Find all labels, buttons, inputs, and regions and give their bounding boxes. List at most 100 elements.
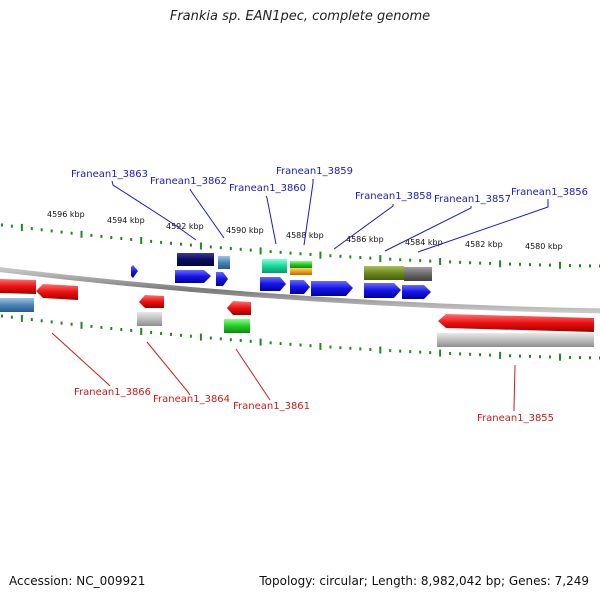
scale-label-4596: 4596 kbp: [47, 210, 85, 219]
scale-top-major-tick: [379, 255, 382, 263]
genome-backbone: [0, 267, 600, 314]
scale-bottom-minor-tick: [489, 353, 492, 357]
scale-bottom-minor-tick: [120, 328, 123, 331]
scale-bottom-minor-tick: [309, 344, 312, 348]
scale-top-minor-tick: [399, 258, 402, 262]
gene-franean1-3859-box-orange[interactable]: [290, 268, 312, 275]
leader-line-3858: [333, 204, 394, 250]
scale-bottom-minor-tick: [469, 352, 472, 356]
scale-bottom-minor-tick: [170, 332, 172, 336]
scale-top-minor-tick: [189, 243, 192, 247]
gene-label-franean1-3859[interactable]: Franean1_3859: [276, 166, 353, 177]
scale-top-minor-tick: [180, 242, 182, 246]
gene-franean1-3858-box-olive[interactable]: [364, 266, 404, 280]
scale-top-major-tick: [20, 223, 23, 231]
leader-line-3855: [513, 364, 516, 411]
scale-bottom-minor-tick: [569, 355, 571, 359]
gene-franean1-3866-box[interactable]: [0, 298, 34, 312]
scale-ticks-top: [1, 223, 600, 269]
gene-forward-e[interactable]: [311, 281, 353, 296]
gene-franean1-3855-box[interactable]: [437, 333, 594, 347]
scale-bottom-major-tick: [439, 349, 442, 357]
gene-franean1-3862-box[interactable]: [218, 256, 230, 269]
scale-top-minor-tick: [519, 262, 521, 266]
scale-top-minor-tick: [110, 236, 113, 239]
scale-label-4592: 4592 kbp: [166, 222, 204, 231]
scale-bottom-minor-tick: [529, 354, 531, 358]
scale-bottom-major-tick: [379, 346, 382, 354]
scale-bottom-minor-tick: [399, 349, 402, 353]
scale-top-minor-tick: [329, 254, 332, 258]
scale-top-minor-tick: [419, 259, 422, 263]
scale-bottom-minor-tick: [289, 342, 292, 346]
scale-bottom-minor-tick: [329, 345, 332, 349]
gene-franean1-3863-box[interactable]: [177, 253, 214, 266]
gene-arrow-forward[interactable]: [131, 265, 138, 278]
scale-bottom-minor-tick: [189, 334, 192, 338]
gene-label-franean1-3864[interactable]: Franean1_3864: [153, 394, 230, 405]
scale-bottom-minor-tick: [509, 354, 511, 358]
scale-bottom-minor-tick: [459, 352, 462, 356]
leader-line-3856: [417, 199, 549, 253]
gene-franean1-3857-box-dark[interactable]: [404, 267, 432, 281]
gene-label-franean1-3855[interactable]: Franean1_3855: [477, 413, 554, 424]
gene-forward-b[interactable]: [216, 272, 228, 286]
scale-top-minor-tick: [469, 261, 472, 265]
scale-ticks-bottom: [1, 314, 600, 361]
gene-franean1-3860-box[interactable]: [262, 259, 287, 273]
scale-bottom-minor-tick: [339, 346, 342, 350]
scale-bottom-minor-tick: [60, 321, 63, 325]
scale-label-4586: 4586 kbp: [346, 235, 384, 244]
scale-bottom-major-tick: [259, 338, 262, 346]
gene-forward-g[interactable]: [402, 285, 431, 299]
scale-top-minor-tick: [170, 241, 172, 245]
gene-franean1-3866-arrow[interactable]: [36, 284, 78, 300]
gene-label-franean1-3856[interactable]: Franean1_3856: [511, 187, 588, 198]
gene-forward-c[interactable]: [260, 277, 286, 291]
scale-bottom-minor-tick: [239, 339, 242, 342]
gene-forward-d[interactable]: [290, 280, 310, 294]
gene-label-franean1-3862[interactable]: Franean1_3862: [150, 176, 227, 187]
gene-franean1-3861-arrow[interactable]: [227, 301, 251, 315]
gene-label-franean1-3860[interactable]: Franean1_3860: [229, 183, 306, 194]
gene-forward-f[interactable]: [364, 283, 401, 298]
gene-label-franean1-3861[interactable]: Franean1_3861: [233, 401, 310, 412]
gene-franean1-3864-arrow[interactable]: [139, 295, 164, 308]
scale-top-minor-tick: [299, 252, 302, 256]
scale-top-minor-tick: [549, 263, 551, 267]
scale-top-minor-tick: [489, 261, 492, 265]
scale-bottom-minor-tick: [349, 346, 352, 350]
scale-bottom-minor-tick: [249, 339, 252, 343]
scale-bottom-minor-tick: [180, 333, 182, 337]
topology-text: Topology: circular; Length: 8,982,042 bp…: [259, 574, 589, 588]
scale-bottom-minor-tick: [100, 325, 103, 329]
scale-bottom-minor-tick: [40, 319, 43, 323]
gene-label-franean1-3866[interactable]: Franean1_3866: [74, 387, 151, 398]
scale-top-minor-tick: [389, 257, 392, 261]
gene-label-franean1-3858[interactable]: Franean1_3858: [355, 191, 432, 202]
scale-top-minor-tick: [409, 258, 412, 262]
scale-bottom-minor-tick: [209, 336, 212, 340]
gene-label-franean1-3863[interactable]: Franean1_3863: [71, 169, 148, 180]
scale-label-4584: 4584 kbp: [405, 238, 443, 247]
scale-top-minor-tick: [509, 262, 511, 266]
scale-bottom-major-tick: [559, 353, 561, 361]
gene-label-franean1-3857[interactable]: Franean1_3857: [434, 194, 511, 205]
leader-line-3863: [111, 180, 197, 241]
scale-top-minor-tick: [269, 250, 272, 254]
gene-reverse-left-edge[interactable]: [0, 279, 36, 294]
scale-top-minor-tick: [249, 248, 252, 252]
gene-forward-a[interactable]: [175, 270, 211, 283]
scale-bottom-minor-tick: [549, 355, 551, 359]
scale-bottom-minor-tick: [479, 353, 482, 357]
gene-franean1-3864-box[interactable]: [137, 312, 162, 326]
scale-top-major-tick: [259, 247, 262, 255]
gene-franean1-3859-box-green[interactable]: [290, 261, 312, 268]
scale-bottom-minor-tick: [160, 332, 163, 335]
scale-top-minor-tick: [539, 263, 541, 267]
gene-franean1-3855-arrow[interactable]: [438, 314, 594, 332]
scale-top-minor-tick: [229, 247, 232, 250]
scale-label-4590: 4590 kbp: [226, 226, 264, 235]
scale-top-minor-tick: [479, 261, 482, 265]
gene-franean1-3861-box[interactable]: [224, 319, 250, 333]
